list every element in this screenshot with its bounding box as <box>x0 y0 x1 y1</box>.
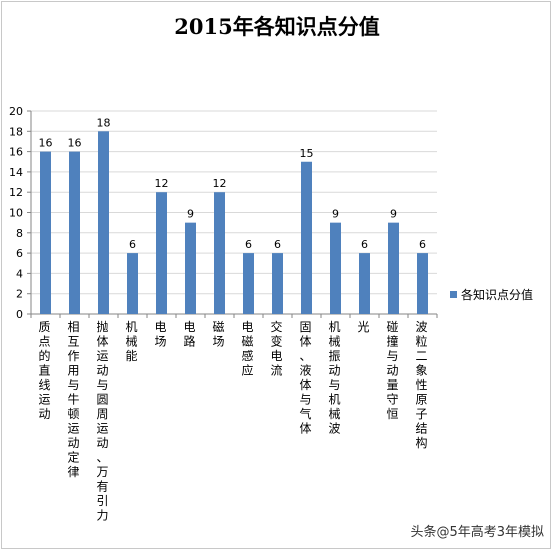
legend-swatch <box>450 291 457 298</box>
legend-label: 各知识点分值 <box>461 287 533 302</box>
category-label: 机械振动与机械波 <box>328 320 340 436</box>
data-label: 6 <box>245 238 252 251</box>
data-label: 9 <box>332 208 339 221</box>
data-label: 16 <box>68 137 82 150</box>
bar <box>127 253 138 314</box>
data-label: 18 <box>97 116 111 129</box>
axes: 0 2 4 6 8 10 12 14 16 18 20 <box>9 105 438 321</box>
data-label: 15 <box>300 147 314 160</box>
data-label: 9 <box>187 208 194 221</box>
watermark-handle: @5年高考3年模拟 <box>436 525 544 540</box>
bar <box>214 192 225 314</box>
y-tick-label: 4 <box>16 267 23 280</box>
data-labels: 16 16 18 6 12 9 12 6 6 15 9 6 9 6 <box>39 116 427 251</box>
bar <box>156 192 167 314</box>
category-label: 质点的直线运动 <box>38 320 50 421</box>
bar <box>185 222 196 314</box>
data-label: 12 <box>213 177 227 190</box>
bar <box>40 151 51 314</box>
category-label: 抛体运动与圆周运动、万有引力 <box>96 319 108 523</box>
category-label: 交变电流 <box>270 319 282 378</box>
category-label: 电磁感应 <box>241 320 253 378</box>
y-tick-label: 8 <box>16 227 23 240</box>
data-label: 12 <box>155 177 169 190</box>
watermark: 头条@5年高考3年模拟 <box>410 521 544 540</box>
bar <box>243 253 254 314</box>
category-label: 机械能 <box>125 320 137 363</box>
category-label: 波粒二象性原子结构 <box>415 320 427 450</box>
y-tick-label: 20 <box>9 105 23 118</box>
data-label: 6 <box>361 238 368 251</box>
bar <box>417 253 428 314</box>
bar <box>330 222 341 314</box>
bar <box>69 151 80 314</box>
bar <box>359 253 370 314</box>
y-tick-label: 14 <box>9 166 23 179</box>
y-tick-label: 18 <box>9 125 23 138</box>
bar <box>272 253 283 314</box>
category-label: 相互作用与牛顿运动定律 <box>67 320 79 479</box>
data-label: 9 <box>390 208 397 221</box>
category-label: 电路 <box>183 320 195 349</box>
data-label: 6 <box>274 238 281 251</box>
category-label: 碰撞与动量守恒 <box>386 320 398 421</box>
category-labels: 质点的直线运动 相互作用与牛顿运动定律 抛体运动与圆周运动、万有引力 机械能 电场电路磁… <box>38 319 427 523</box>
chart-title: 2015年各知识点分值 <box>174 14 379 39</box>
watermark-prefix: 头条 <box>410 525 437 540</box>
legend: 各知识点分值 <box>450 287 533 302</box>
y-tick-label: 12 <box>9 186 23 199</box>
category-label: 磁场 <box>212 319 224 349</box>
category-label: 电场 <box>154 320 166 349</box>
gridlines <box>31 110 437 295</box>
y-tick-label: 10 <box>9 207 23 220</box>
y-tick-label: 0 <box>16 308 23 321</box>
bar <box>301 161 312 314</box>
y-tick-label: 6 <box>16 247 23 260</box>
data-label: 16 <box>39 137 53 150</box>
data-label: 6 <box>129 238 136 251</box>
category-label: 固体、液体与气体 <box>299 320 311 436</box>
bar <box>98 131 109 314</box>
category-label: 光 <box>357 320 369 334</box>
y-tick-label: 2 <box>16 288 23 301</box>
bars <box>40 131 428 314</box>
data-label: 6 <box>419 238 426 251</box>
y-tick-label: 16 <box>9 146 23 159</box>
bar <box>388 222 399 314</box>
